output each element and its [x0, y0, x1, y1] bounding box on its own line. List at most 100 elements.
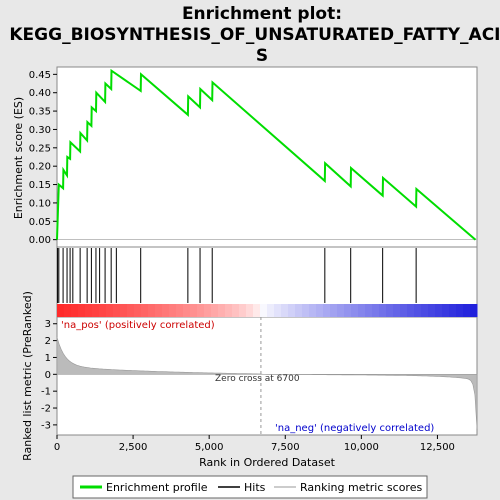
rank-heat-bar [57, 304, 478, 317]
rank-panel [56, 316, 478, 436]
heat-bar-segment [232, 304, 240, 317]
heat-bar-segment [344, 304, 352, 317]
heat-bar-segment [463, 304, 471, 317]
chart-title-line-1: Enrichment plot: [182, 4, 342, 24]
x-tick-label: 12,500 [420, 442, 455, 453]
heat-bar-segment [176, 304, 184, 317]
heat-bar-segment [309, 304, 317, 317]
es-panel [56, 66, 478, 248]
x-axis: 0 2,500 5,000 7,500 10,000 12,500 [54, 435, 455, 453]
heat-bar-segment [414, 304, 422, 317]
heat-bar-segment [64, 304, 72, 317]
heat-bar-segment [330, 304, 338, 317]
heat-bar-segment [435, 304, 443, 317]
rank-y-tick-label: -2 [41, 404, 51, 415]
legend-hits-label: Hits [244, 481, 266, 494]
rank-y-tick-label: 0 [45, 370, 51, 381]
rank-y-axis: -3 -2 -1 0 1 2 3 [41, 319, 57, 431]
chart-title-line-2: KEGG_BIOSYNTHESIS_OF_UNSATURATED_FATTY_A… [9, 25, 500, 45]
heat-bar-segment [225, 304, 233, 317]
heat-bar-segment [246, 304, 254, 317]
heat-bar-segment [393, 304, 401, 317]
x-tick-label: 7,500 [271, 442, 300, 453]
es-y-tick-label: 0.25 [29, 143, 51, 154]
heat-bar-segment [386, 304, 394, 317]
heat-bar-segment [148, 304, 156, 317]
heat-bar-segment [190, 304, 198, 317]
rank-y-tick-label: 1 [45, 353, 51, 364]
ranking-metric-layer [56, 317, 478, 435]
heat-bar-segment [71, 304, 79, 317]
heat-bar-segment [169, 304, 177, 317]
heat-bar-segment [204, 304, 212, 317]
heat-bar-segment [337, 304, 345, 317]
x-tick-label: 2,500 [119, 442, 148, 453]
heat-bar-segment [162, 304, 170, 317]
x-axis-label: Rank in Ordered Dataset [199, 456, 336, 469]
enrichment-profile-line [56, 68, 477, 241]
heat-bar-segment [407, 304, 415, 317]
es-y-tick-label: 0.40 [29, 88, 51, 99]
heat-bar-segment [421, 304, 429, 317]
heat-bar-segment [253, 304, 261, 317]
heat-bar-segment [155, 304, 163, 317]
zero-cross-label: Zero cross at 6700 [215, 374, 300, 384]
legend-box [72, 475, 428, 499]
x-tick-label: 5,000 [195, 442, 224, 453]
heat-bar-segment [323, 304, 331, 317]
heat-bar-segment [134, 304, 142, 317]
heat-bar-segment [99, 304, 107, 317]
heat-bar-segment [239, 304, 247, 317]
heat-bar-segment [295, 304, 303, 317]
heat-bar-segment [260, 304, 268, 317]
heat-bar-segment [127, 304, 135, 317]
heat-bar-segment [211, 304, 219, 317]
hits-layer [57, 248, 417, 303]
heat-bar-segment [85, 304, 93, 317]
rank-y-tick-label: -1 [41, 387, 51, 398]
heat-bar-segment [400, 304, 408, 317]
heat-bar-segment [267, 304, 275, 317]
neg-label: 'na_neg' (negatively correlated) [275, 423, 434, 434]
heat-bar-segment [449, 304, 457, 317]
enrichment-profile-layer [56, 68, 477, 241]
heat-bar-segment [351, 304, 359, 317]
legend-ranking-label: Ranking metric scores [300, 481, 422, 494]
es-y-tick-label: 0.30 [29, 125, 51, 136]
ranking-metric-area [56, 337, 478, 429]
heat-bar-segment [218, 304, 226, 317]
heat-bar-segment [358, 304, 366, 317]
heat-bar-segment [379, 304, 387, 317]
heat-bar-segment [302, 304, 310, 317]
chart-title-line-3: S [256, 46, 268, 66]
heat-bar-segment [281, 304, 289, 317]
heat-bar-segment [470, 304, 478, 317]
x-tick-label: 10,000 [344, 442, 379, 453]
heat-bar-segment [92, 304, 100, 317]
rank-y-tick-label: 3 [45, 319, 51, 330]
pos-label: 'na_pos' (positively correlated) [61, 320, 215, 331]
heat-bar-segment [78, 304, 86, 317]
heat-bar-segment [57, 304, 65, 317]
heat-bar-segment [120, 304, 128, 317]
heat-bar-segment [106, 304, 114, 317]
x-tick-label: 0 [54, 442, 60, 453]
es-y-tick-label: 0.15 [29, 180, 51, 191]
legend-enrichment-label: Enrichment profile [106, 481, 208, 494]
es-y-tick-label: 0.10 [29, 198, 51, 209]
heat-bar-segment [141, 304, 149, 317]
es-y-tick-label: 0.45 [29, 70, 51, 81]
heat-bar-segment [197, 304, 205, 317]
heat-bar-segment [113, 304, 121, 317]
heat-bar-segment [316, 304, 324, 317]
heat-bar-segment [456, 304, 464, 317]
es-y-tick-label: 0.20 [29, 162, 51, 173]
es-y-label: Enrichment score (ES) [12, 97, 25, 219]
heat-bar-segment [365, 304, 373, 317]
rank-y-label: Ranked list metric (PreRanked) [21, 291, 34, 461]
es-y-axis: 0.00 0.05 0.10 0.15 0.20 0.25 0.30 0.35 0.40 0.45 [29, 70, 57, 246]
heat-bar-segment [372, 304, 380, 317]
heat-bar-segment [274, 304, 282, 317]
heat-bar-segment [183, 304, 191, 317]
